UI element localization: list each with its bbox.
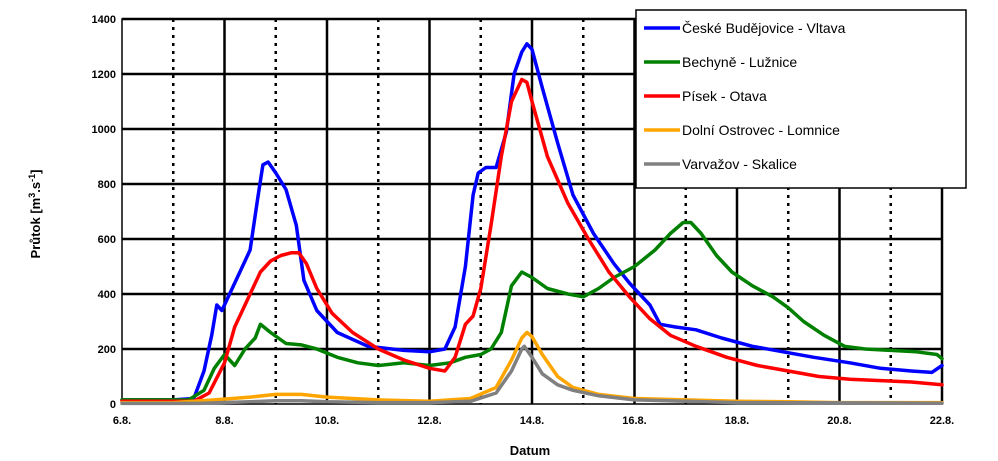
x-axis-ticks: 6.8. 8.8. 10.8. 12.8. 14.8. 16.8. 18.8. 20.8. 22… (113, 415, 954, 427)
x-tick-label: 6.8. (113, 415, 131, 427)
x-tick-label: 20.8. (827, 415, 851, 427)
x-tick-label: 8.8. (215, 415, 233, 427)
legend-label: Varvažov - Skalice (682, 156, 797, 172)
y-axis-ticks: 0 200 400 600 800 1000 1200 1400 (92, 14, 116, 411)
x-tick-label: 18.8. (725, 415, 749, 427)
x-tick-label: 22.8. (930, 415, 954, 427)
x-tick-label: 10.8. (315, 415, 339, 427)
y-tick-label: 1000 (92, 124, 116, 136)
y-tick-label: 1200 (92, 69, 116, 81)
x-tick-label: 14.8. (520, 415, 544, 427)
y-tick-label: 200 (98, 344, 116, 356)
legend-label: Písek - Otava (682, 88, 767, 104)
y-tick-label: 400 (98, 289, 116, 301)
y-tick-label: 0 (110, 399, 116, 411)
legend-label: Bechyně - Lužnice (682, 54, 797, 70)
y-tick-label: 800 (98, 179, 116, 191)
legend-label: Dolní Ostrovec - Lomnice (682, 122, 840, 138)
y-tick-label: 600 (98, 234, 116, 246)
legend: České Budějovice - Vltava Bechyně - Lužni… (636, 10, 966, 188)
x-axis-title: Datum (510, 443, 550, 458)
x-tick-label: 12.8. (417, 415, 441, 427)
y-tick-label: 1400 (92, 14, 116, 26)
x-tick-label: 16.8. (622, 415, 646, 427)
y-axis-title: Průtok [m3.s-1] (27, 170, 43, 259)
legend-label: České Budějovice - Vltava (682, 20, 846, 36)
